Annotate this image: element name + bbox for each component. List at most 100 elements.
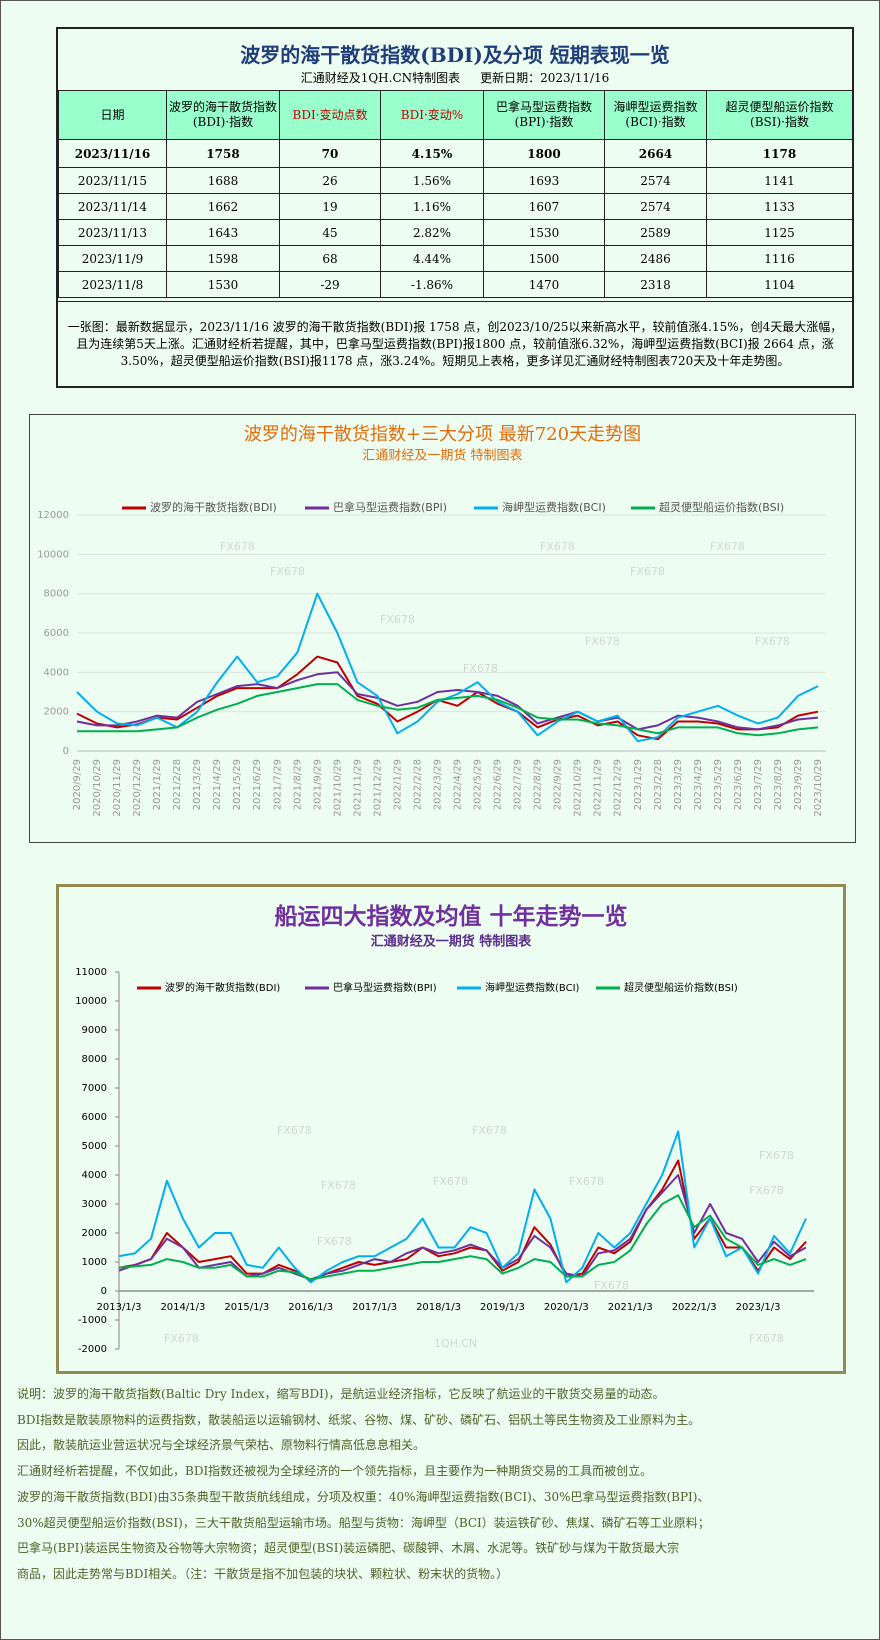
table-cell: 1104 <box>706 271 853 298</box>
y-tick-label: 11000 <box>75 967 107 978</box>
x-tick-label: 2021/12/29 <box>372 759 383 817</box>
y-tick-label: 1000 <box>82 1257 107 1268</box>
y-tick-label: 5000 <box>82 1141 107 1152</box>
note-line: 汇通财经析若提醒，不仅如此，BDI指数还被视为全球经济的一个领先指标，且主要作为… <box>17 1464 653 1479</box>
table-row: 2023/11/8 1530 -29 -1.86% 1470 2318 1104 <box>58 271 853 298</box>
x-tick-label: 2022/8/29 <box>533 759 544 810</box>
table-cell: 1607 <box>483 193 605 220</box>
x-tick-label: 2022/9/29 <box>553 759 564 810</box>
table-cell: 1758 <box>166 139 280 168</box>
x-tick-label: 2022/1/29 <box>392 759 403 810</box>
x-tick-label: 2021/3/29 <box>192 759 203 810</box>
table-cell: 1470 <box>483 271 605 298</box>
table-cell: 2486 <box>604 245 707 272</box>
y-tick-label: 3000 <box>82 1199 107 1210</box>
x-tick-label: 2013/1/3 <box>97 1302 142 1313</box>
table-cell: 1530 <box>166 271 280 298</box>
x-tick-label: 2023/6/29 <box>733 759 744 810</box>
series-line <box>77 683 819 737</box>
table-cell: 1530 <box>483 219 605 246</box>
x-tick-label: 2023/10/29 <box>813 759 824 817</box>
legend-label: 超灵便型船运价指数(BSI) <box>659 500 784 514</box>
x-tick-label: 2022/10/29 <box>573 759 584 817</box>
watermark: FX678 <box>433 1175 468 1188</box>
table-cell: 2574 <box>604 167 707 194</box>
table-cell: 19 <box>279 193 381 220</box>
table-cell: 2023/11/13 <box>58 219 167 246</box>
table-cell: 2023/11/14 <box>58 193 167 220</box>
legend-label: 海岬型运费指数(BCI) <box>502 500 606 514</box>
column-header: BDI·变动% <box>380 90 484 140</box>
x-tick-label: 2020/10/29 <box>92 759 103 817</box>
x-tick-label: 2020/1/3 <box>544 1302 589 1313</box>
watermark: FX678 <box>277 1124 312 1137</box>
watermark: FX678 <box>585 635 620 648</box>
table-cell: 1800 <box>483 139 605 168</box>
x-tick-label: 2022/11/29 <box>593 759 604 817</box>
x-tick-label: 2022/12/29 <box>613 759 624 817</box>
legend-label: 海岬型运费指数(BCI) <box>485 981 580 994</box>
x-tick-label: 2020/9/29 <box>72 759 83 810</box>
x-tick-label: 2023/2/28 <box>653 759 664 810</box>
legend-label: 巴拿马型运费指数(BPI) <box>333 981 437 994</box>
y-tick-label: 6000 <box>44 628 69 639</box>
y-tick-label: 10000 <box>75 996 107 1007</box>
column-header: 日期 <box>58 90 167 140</box>
table-row: 2023/11/9 1598 68 4.44% 1500 2486 1116 <box>58 245 853 272</box>
x-tick-label: 2023/1/29 <box>633 759 644 810</box>
x-tick-label: 2021/1/29 <box>152 759 163 810</box>
x-tick-label: 2023/9/29 <box>793 759 804 810</box>
chart-title: 波罗的海干散货指数+三大分项 最新720天走势图 <box>244 424 641 445</box>
x-tick-label: 2022/5/29 <box>473 759 484 810</box>
table-cell: 1500 <box>483 245 605 272</box>
summary-panel: 波罗的海干散货指数(BDI)及分项 短期表现一览 汇通财经及1QH.CN特制图表… <box>56 27 854 388</box>
y-tick-label: 8000 <box>44 589 69 600</box>
x-tick-label: 2022/1/3 <box>672 1302 717 1313</box>
watermark: FX678 <box>317 1235 352 1248</box>
series-line <box>118 1130 807 1284</box>
table-cell: -1.86% <box>380 271 484 298</box>
y-tick-label: 6000 <box>82 1112 107 1123</box>
y-tick-label: 2000 <box>44 707 69 718</box>
column-header: 巴拿马型运费指数(BPI)·指数 <box>483 90 605 140</box>
update-date: 更新日期：2023/11/16 <box>480 71 610 85</box>
table-cell: 4.44% <box>380 245 484 272</box>
table-cell: -29 <box>279 271 381 298</box>
summary-text: 一张图：最新数据显示，2023/11/16 波罗的海干散货指数(BDI)报 17… <box>58 301 852 386</box>
x-tick-label: 2017/1/3 <box>352 1302 397 1313</box>
series-line <box>76 671 819 731</box>
x-tick-label: 2021/6/29 <box>252 759 263 810</box>
note-line: 因此，散装航运业营运状况与全球经济景气荣枯、原物料行情高低息息相关。 <box>17 1438 426 1453</box>
y-tick-label: -1000 <box>78 1315 107 1326</box>
x-tick-label: 2022/3/29 <box>432 759 443 810</box>
x-tick-label: 2020/11/29 <box>112 759 123 817</box>
note-line: 商品，因此走势常与BDI相关。（注：干散货是指不加包装的块状、颗粒状、粉末状的货… <box>17 1566 509 1581</box>
table-cell: 45 <box>279 219 381 246</box>
watermark: FX678 <box>380 613 415 626</box>
watermark: FX678 <box>749 1332 784 1345</box>
x-tick-label: 2019/1/3 <box>480 1302 525 1313</box>
x-tick-label: 2022/7/29 <box>513 759 524 810</box>
table-cell: 2574 <box>604 193 707 220</box>
table-cell: 2589 <box>604 219 707 246</box>
y-tick-label: 9000 <box>82 1025 107 1036</box>
watermark: FX678 <box>759 1149 794 1162</box>
x-tick-label: 2021/11/29 <box>352 759 363 817</box>
note-line: 巴拿马(BPI)装运民生物资及谷物等大宗物资；超灵便型(BSI)装运磷肥、碳酸钾… <box>17 1541 680 1556</box>
y-tick-label: 4000 <box>44 667 69 678</box>
legend-label: 超灵便型船运价指数(BSI) <box>624 981 738 994</box>
column-header: 波罗的海干散货指数(BDI)·指数 <box>166 90 280 140</box>
watermark: FX678 <box>270 565 305 578</box>
panel-title: 波罗的海干散货指数(BDI)及分项 短期表现一览 <box>240 43 670 67</box>
x-tick-label: 2021/7/29 <box>272 759 283 810</box>
watermark: FX678 <box>569 1175 604 1188</box>
table-cell: 2664 <box>604 139 707 168</box>
x-tick-label: 2023/8/29 <box>773 759 784 810</box>
y-tick-label: -2000 <box>78 1344 107 1355</box>
y-tick-label: 0 <box>101 1286 107 1297</box>
column-header: BDI·变动点数 <box>279 90 381 140</box>
x-tick-label: 2021/2/28 <box>172 759 183 810</box>
watermark: FX678 <box>321 1179 356 1192</box>
